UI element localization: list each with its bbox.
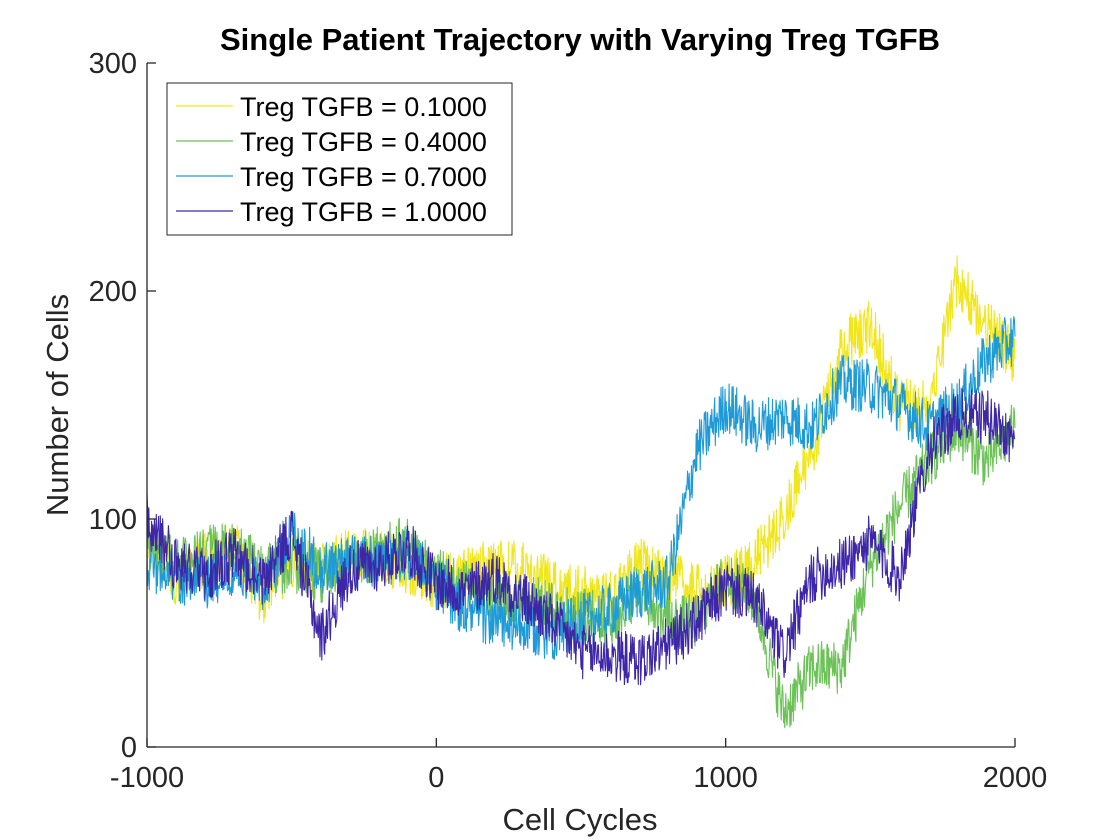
- y-axis-label: Number of Cells: [40, 294, 75, 516]
- legend-box: [166, 82, 513, 236]
- y-tick-label: 100: [89, 504, 137, 536]
- legend-label-2: Treg TGFB = 0.4000: [240, 127, 487, 157]
- y-tick-label: 300: [89, 48, 137, 80]
- x-ticks: -1000 0 1000 2000: [110, 738, 1047, 794]
- y-ticks: 0 100 200 300: [89, 48, 156, 764]
- legend-label-4: Treg TGFB = 1.0000: [240, 197, 487, 227]
- x-tick-label: 2000: [983, 762, 1048, 794]
- legend-label-3: Treg TGFB = 0.7000: [240, 162, 487, 192]
- chart-title: Single Patient Trajectory with Varying T…: [220, 22, 940, 57]
- legend-label-1: Treg TGFB = 0.1000: [240, 92, 487, 122]
- x-tick-label: -1000: [110, 762, 184, 794]
- legend: Treg TGFB = 0.1000 Treg TGFB = 0.4000 Treg…: [166, 82, 513, 236]
- axes: [146, 63, 1015, 748]
- x-tick-label: 0: [428, 762, 444, 794]
- series-line-4: [146, 388, 1016, 686]
- x-axis-label: Cell Cycles: [502, 802, 657, 837]
- x-tick-label: 1000: [693, 762, 758, 794]
- y-tick-label: 200: [89, 276, 137, 308]
- series-line-3: [146, 316, 1016, 660]
- y-tick-label: 0: [121, 732, 137, 764]
- series-lines: [146, 255, 1016, 729]
